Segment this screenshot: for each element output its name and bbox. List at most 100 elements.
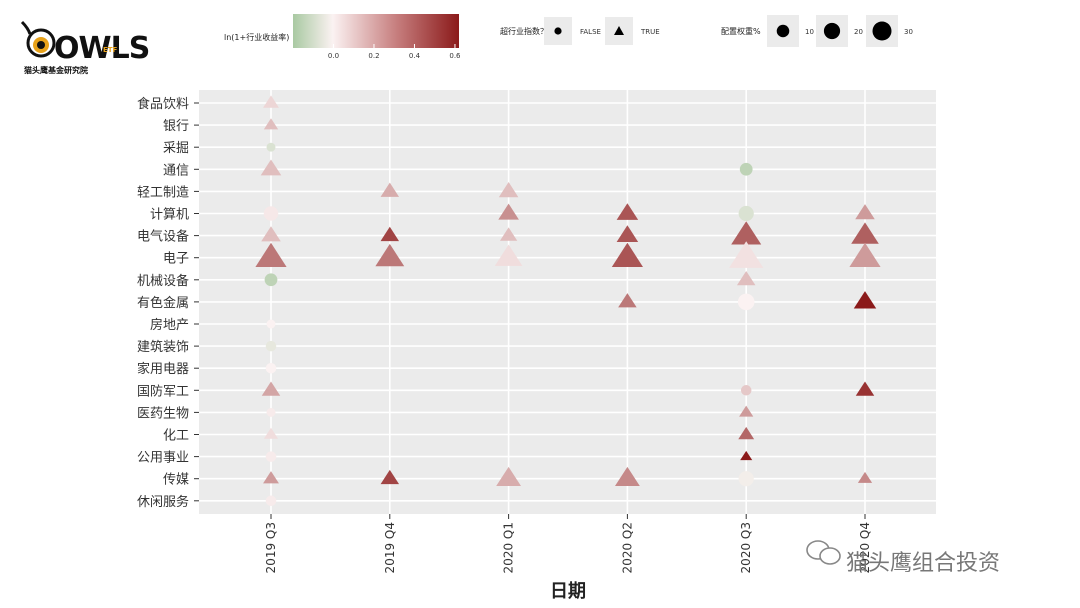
shape-legend-title: 超行业指数？ — [500, 26, 548, 36]
fill-colorbar — [293, 14, 459, 48]
size-legend-label: 10 — [805, 28, 814, 36]
y-tick-label: 医药生物 — [137, 406, 189, 421]
data-point-triangle — [614, 466, 640, 487]
y-tick-label: 电气设备 — [137, 229, 189, 245]
data-point-triangle — [616, 225, 639, 242]
data-point-triangle — [263, 118, 279, 130]
data-point-circle — [265, 340, 277, 352]
gridlines — [199, 90, 936, 514]
x-tick-label: 2020 Q1 — [502, 522, 516, 573]
fill-tick-label: 0.0 — [328, 52, 339, 60]
fill-legend-title: ln(1+行业收益率) — [224, 32, 289, 42]
data-point-triangle — [849, 242, 881, 267]
data-point-circle — [263, 206, 279, 221]
data-point-triangle — [618, 293, 637, 308]
data-points — [255, 95, 881, 507]
data-point-triangle — [740, 450, 753, 461]
x-tick-label: 2019 Q3 — [264, 522, 278, 573]
x-tick-label: 2020 Q2 — [620, 522, 634, 573]
fill-tick-label: 0.4 — [409, 52, 421, 60]
size-legend-label: 20 — [854, 28, 863, 36]
data-point-circle — [265, 495, 277, 507]
fill-legend: ln(1+行业收益率) 0.0 0.2 0.4 0.6 — [224, 14, 461, 60]
y-tick-label: 国防军工 — [137, 383, 189, 399]
watermark: 猫头鹰组合投资 — [806, 540, 1000, 576]
y-tick-label: 公用事业 — [137, 451, 189, 466]
shape-legend-circle — [554, 27, 562, 35]
data-point-circle — [265, 362, 277, 374]
shape-legend-label: FALSE — [580, 28, 601, 36]
data-point-circle — [266, 319, 276, 329]
data-point-triangle — [375, 243, 405, 267]
data-point-triangle — [857, 471, 873, 483]
data-point-triangle — [496, 466, 522, 487]
fill-tick-label: 0.2 — [368, 52, 379, 60]
owl-eye-icon — [20, 20, 56, 58]
y-tick-label: 食品饮料 — [137, 96, 189, 112]
y-tick-label: 家用电器 — [137, 361, 189, 377]
data-point-triangle — [853, 291, 877, 309]
x-tick-label: 2020 Q3 — [739, 522, 753, 573]
shape-legend-triangle — [614, 26, 624, 35]
data-point-triangle — [263, 427, 279, 439]
data-point-triangle — [380, 182, 400, 197]
y-tick-label: 化工 — [163, 429, 189, 444]
data-point-triangle — [729, 241, 764, 268]
data-point-triangle — [498, 203, 519, 220]
size-legend-circle — [872, 21, 892, 41]
data-point-triangle — [851, 222, 879, 244]
size-legend-title: 配置权重% — [721, 26, 761, 36]
y-tick-label: 银行 — [163, 119, 189, 134]
data-point-triangle — [260, 159, 282, 176]
data-point-circle — [739, 162, 753, 176]
logo-text: OWLS — [54, 31, 149, 66]
x-tick-label: 2020 Q4 — [858, 522, 872, 573]
data-point-triangle — [855, 204, 875, 220]
logo-badge: ETF — [103, 46, 118, 54]
y-tick-label: 建筑装饰 — [137, 339, 189, 355]
y-tick-label: 轻工制造 — [137, 185, 189, 200]
brand-logo: OWLS ETF 猫头鹰基金研究院 — [20, 20, 150, 75]
data-point-triangle — [611, 242, 643, 267]
data-point-triangle — [261, 226, 281, 242]
y-tick-label: 采掘 — [163, 141, 189, 156]
data-point-triangle — [855, 381, 875, 396]
data-point-triangle — [616, 203, 639, 220]
data-point-triangle — [494, 244, 523, 266]
size-legend-circle — [823, 22, 841, 40]
x-axis-ticks: 2019 Q3 2019 Q4 2020 Q1 2020 Q2 2020 Q3 2020 … — [264, 514, 872, 573]
data-point-triangle — [736, 270, 756, 286]
x-tick-label: 2019 Q4 — [383, 522, 397, 573]
data-point-triangle — [498, 182, 519, 198]
data-point-triangle — [255, 242, 287, 267]
y-tick-label: 传媒 — [163, 473, 189, 488]
data-point-triangle — [380, 469, 400, 485]
data-point-triangle — [261, 381, 281, 396]
y-tick-label: 计算机 — [150, 208, 189, 223]
y-tick-label: 机械设备 — [137, 273, 189, 289]
data-point-triangle — [731, 221, 762, 245]
data-point-circle — [264, 273, 278, 287]
data-point-circle — [266, 142, 276, 152]
y-tick-label: 电子 — [163, 252, 189, 267]
data-point-triangle — [263, 471, 279, 484]
watermark-text: 猫头鹰组合投资 — [846, 551, 1000, 576]
size-legend: 配置权重% 10 20 30 — [721, 15, 913, 47]
shape-legend-label: TRUE — [640, 28, 660, 36]
y-tick-label: 有色金属 — [137, 295, 189, 311]
data-point-triangle — [263, 95, 279, 108]
data-point-circle — [738, 471, 754, 487]
wechat-icon — [806, 540, 841, 565]
y-axis-ticks: 食品饮料银行采掘通信轻工制造计算机电气设备电子机械设备有色金属房地产建筑装饰家用… — [137, 96, 199, 510]
data-point-triangle — [499, 227, 518, 241]
data-point-triangle — [380, 226, 400, 242]
data-point-circle — [738, 205, 754, 222]
data-point-circle — [740, 385, 752, 396]
size-legend-circle — [776, 24, 790, 38]
brand-name: 猫头鹰基金研究院 — [23, 65, 88, 75]
data-point-circle — [265, 451, 277, 462]
fill-tick-label: 0.6 — [449, 52, 461, 60]
y-tick-label: 房地产 — [150, 317, 189, 333]
shape-legend: 超行业指数？ FALSE TRUE — [500, 17, 660, 45]
